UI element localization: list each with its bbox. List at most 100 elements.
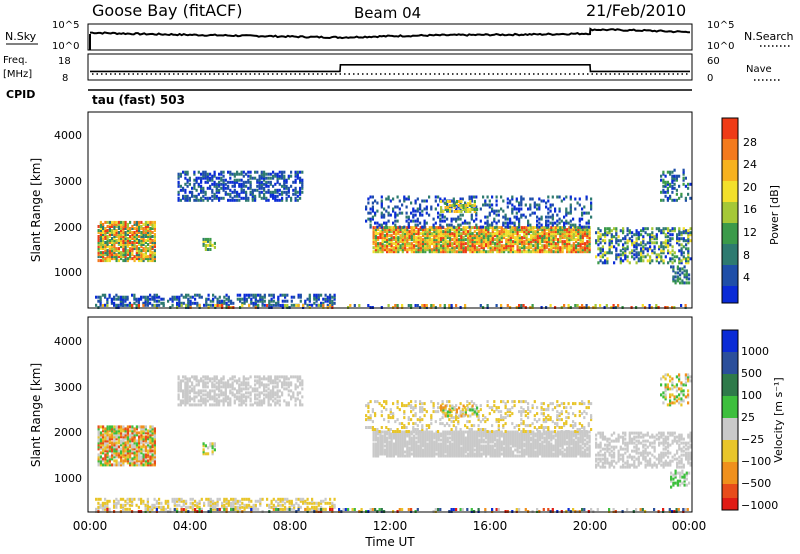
echo-cell [394, 213, 397, 217]
echo-cell [570, 250, 573, 254]
echo-cell [95, 295, 98, 299]
echo-cell [216, 501, 219, 505]
echo-cell [233, 182, 236, 186]
echo-cell [376, 221, 379, 225]
echo-cell [660, 243, 663, 247]
echo-cell [268, 303, 271, 307]
echo-cell [140, 231, 143, 234]
echo-cell [581, 234, 584, 238]
echo-cell [414, 304, 417, 307]
echo-cell [428, 238, 431, 242]
echo-cell [372, 234, 375, 238]
echo-cell [478, 236, 481, 240]
echo-cell [120, 220, 123, 224]
echo-cell [395, 444, 398, 448]
echo-cell [206, 385, 209, 389]
echo-cell [194, 297, 197, 301]
echo-cell [660, 249, 663, 253]
echo-cell [682, 168, 685, 172]
echo-cell [534, 250, 537, 254]
echo-cell [239, 293, 242, 297]
echo-cell [149, 253, 152, 257]
echo-cell [552, 242, 555, 246]
echo-cell [680, 231, 683, 235]
echo-cell [294, 387, 297, 391]
echo-cell [229, 399, 232, 403]
echo-cell [424, 236, 427, 240]
echo-cell [539, 250, 542, 254]
echo-cell [525, 232, 528, 236]
echo-cell [299, 186, 302, 190]
echo-cell [229, 192, 232, 196]
echo-cell [658, 255, 661, 259]
echo-cell [299, 375, 302, 379]
echo-cell [218, 301, 221, 305]
echo-cell [664, 184, 667, 188]
echo-cell [138, 437, 141, 441]
echo-cell [126, 257, 129, 261]
echo-cell [559, 234, 562, 238]
echo-cell [464, 246, 467, 250]
echo-cell [455, 240, 458, 244]
echo-cell [209, 391, 212, 395]
echo-cell [234, 505, 237, 509]
echo-cell [126, 425, 129, 429]
echo-cell [426, 228, 429, 232]
echo-cell [308, 501, 311, 505]
echo-cell [211, 385, 214, 389]
echo-cell [108, 449, 111, 453]
echo-cell [460, 206, 463, 209]
echo-cell [379, 232, 382, 236]
echo-cell [104, 427, 107, 431]
echo-cell [238, 182, 241, 186]
echo-cell [579, 236, 582, 240]
echo-cell [292, 395, 295, 399]
echo-cell [245, 194, 248, 198]
echo-cell [383, 440, 386, 444]
echo-cell [104, 295, 107, 299]
echo-cell [536, 215, 539, 219]
echo-cell [680, 304, 683, 307]
echo-cell [386, 228, 389, 232]
echo-cell [635, 261, 638, 265]
echo-cell [138, 257, 141, 261]
echo-cell [249, 176, 252, 180]
echo-cell [153, 249, 156, 253]
echo-cell [278, 395, 281, 399]
echo-cell [204, 403, 207, 407]
echo-cell [115, 425, 118, 429]
echo-cell [536, 234, 539, 238]
echo-cell [579, 232, 582, 236]
echo-cell [193, 172, 196, 176]
echo-cell [215, 190, 218, 194]
echo-cell [538, 221, 541, 225]
echo-cell [518, 236, 521, 240]
echo-cell [144, 425, 147, 429]
echo-cell [428, 226, 431, 230]
echo-cell [230, 299, 233, 303]
echo-cell [138, 443, 141, 447]
echo-cell [569, 203, 572, 207]
echo-cell [585, 195, 588, 199]
echo-cell [660, 257, 663, 261]
echo-cell [622, 243, 625, 247]
echo-cell [551, 217, 554, 221]
echo-cell [504, 213, 507, 217]
echo-cell [667, 245, 670, 249]
echo-cell [140, 297, 143, 301]
echo-cell [193, 198, 196, 202]
echo-cell [274, 385, 277, 389]
echo-cell [458, 240, 461, 244]
echo-cell [296, 170, 299, 174]
echo-cell [541, 236, 544, 240]
echo-cell [525, 250, 528, 254]
echo-cell [259, 295, 262, 299]
echo-cell [534, 232, 537, 236]
echo-cell [471, 236, 474, 240]
echo-cell [494, 244, 497, 248]
echo-cell [575, 250, 578, 254]
echo-cell [140, 227, 143, 230]
echo-cell [380, 203, 383, 207]
echo-cell [178, 297, 181, 301]
echo-cell [689, 239, 692, 243]
